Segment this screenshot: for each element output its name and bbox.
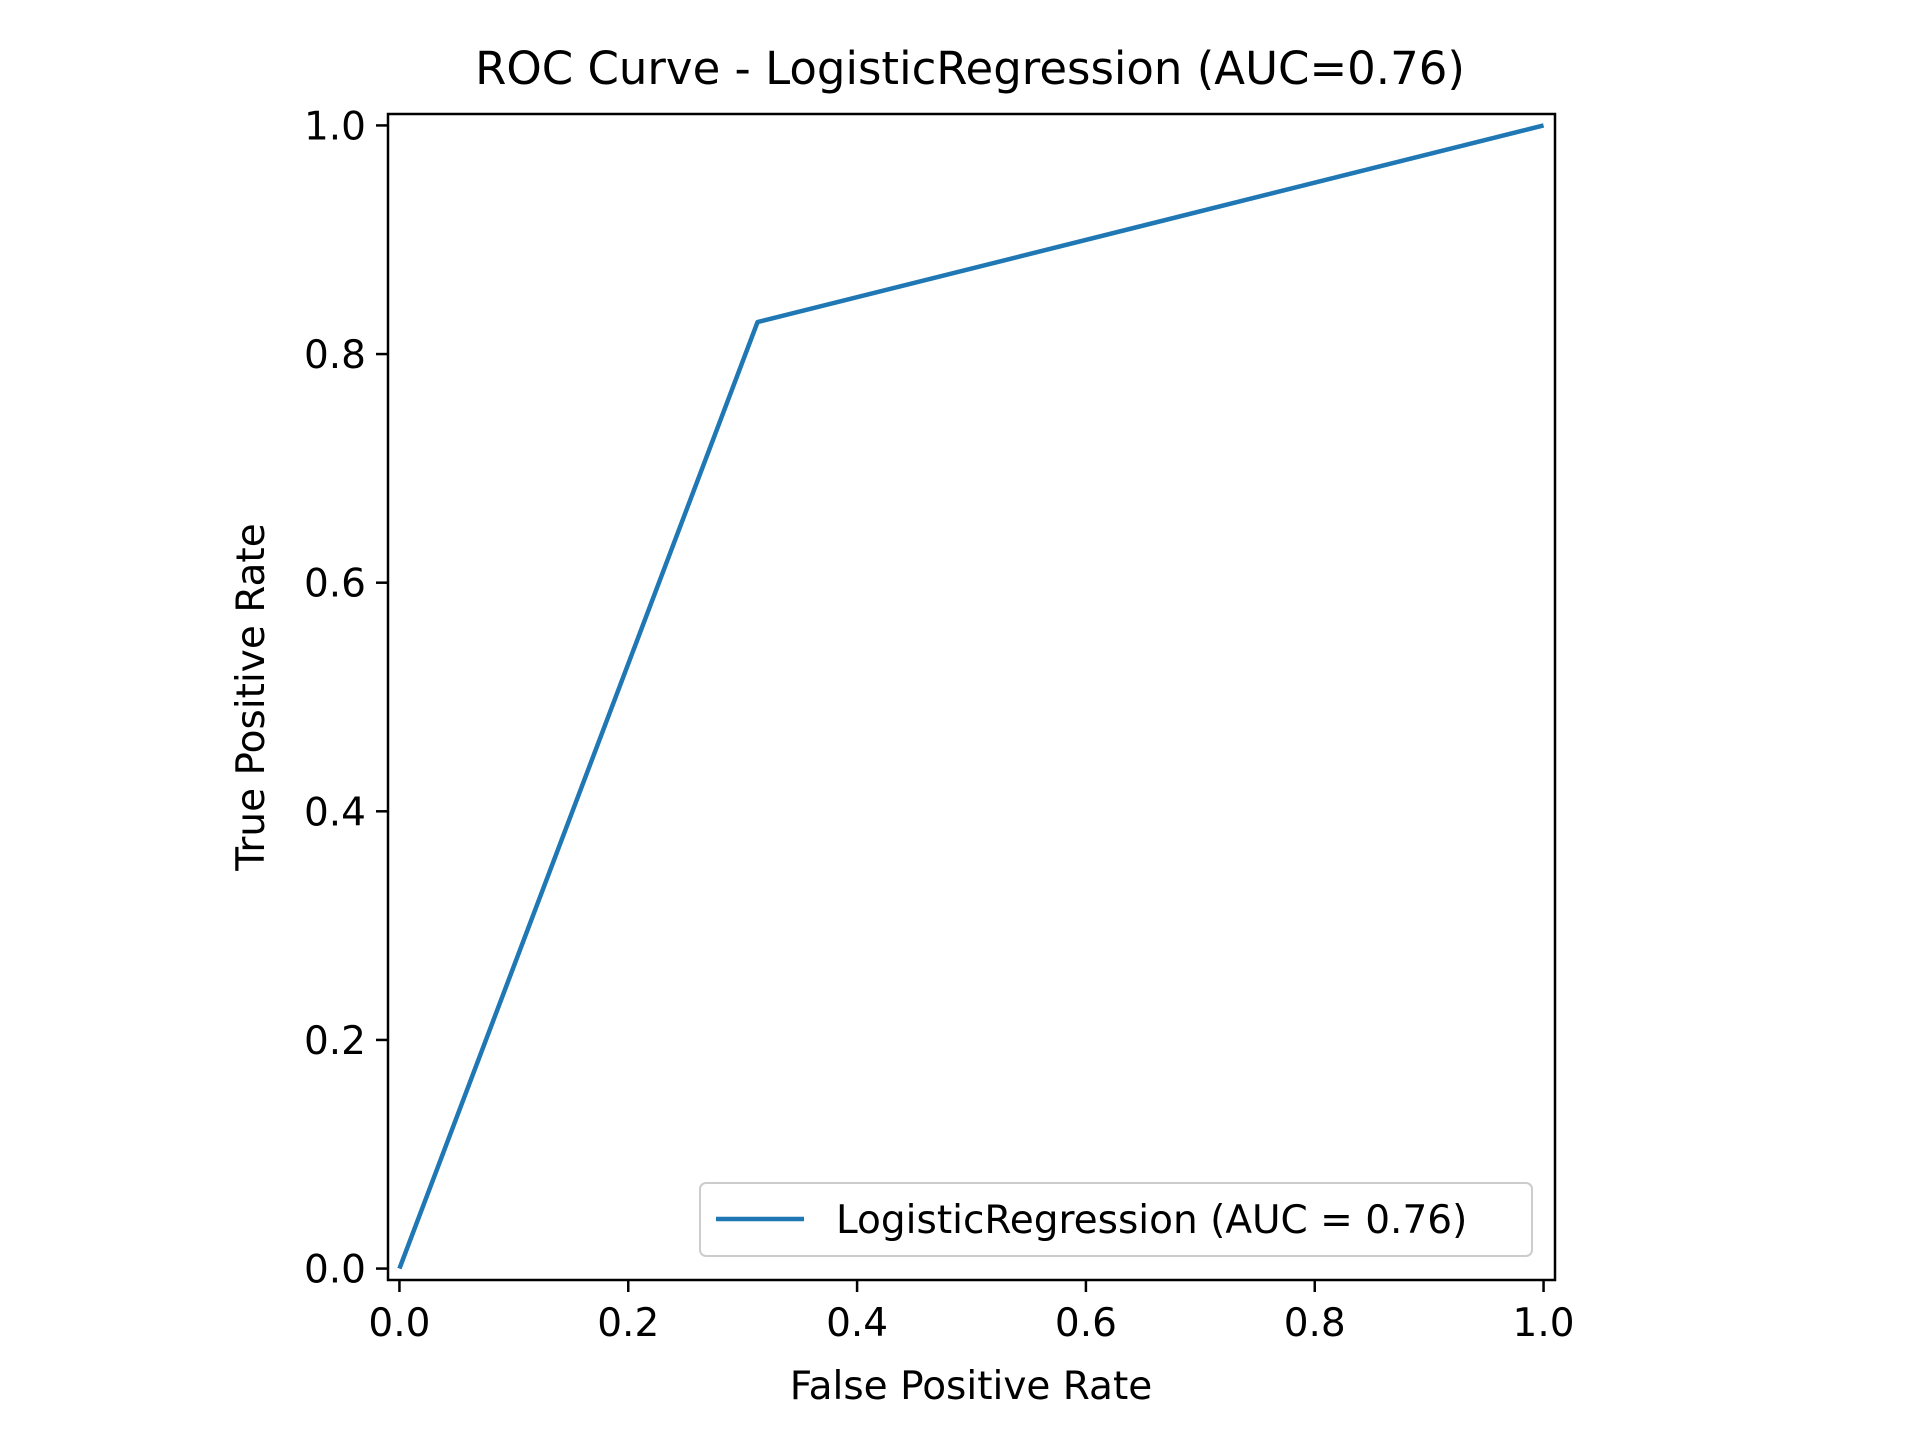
x-tick-label: 0.6 xyxy=(1055,1301,1117,1346)
roc-curve-line xyxy=(397,123,1545,1270)
y-tick-label: 1.0 xyxy=(304,104,366,149)
legend-box xyxy=(699,1182,1533,1257)
y-tick-label: 0.8 xyxy=(304,333,366,378)
y-axis-label: True Positive Rate xyxy=(229,523,274,871)
plot-frame xyxy=(386,112,1557,1282)
x-tick-label: 0.0 xyxy=(368,1301,430,1346)
x-tick-label: 1.0 xyxy=(1513,1301,1575,1346)
y-tick-label: 0.0 xyxy=(304,1248,366,1293)
series-layer xyxy=(397,123,1545,1270)
x-tick-label: 0.8 xyxy=(1284,1301,1346,1346)
x-tick-label: 0.2 xyxy=(597,1301,659,1346)
x-axis-ticks: 0.0 0.2 0.4 0.6 0.8 1.0 xyxy=(368,1280,1575,1346)
chart-title: ROC Curve - LogisticRegression (AUC=0.76… xyxy=(475,42,1465,95)
legend-label: LogisticRegression (AUC = 0.76) xyxy=(836,1198,1467,1243)
y-axis-ticks: 0.0 0.2 0.4 0.6 0.8 1.0 xyxy=(304,104,388,1293)
x-axis-label: False Positive Rate xyxy=(790,1364,1152,1409)
legend: LogisticRegression (AUC = 0.76) xyxy=(699,1182,1533,1257)
y-tick-label: 0.6 xyxy=(304,562,366,607)
y-tick-label: 0.4 xyxy=(304,790,366,835)
x-tick-label: 0.4 xyxy=(826,1301,888,1346)
y-tick-label: 0.2 xyxy=(304,1019,366,1064)
